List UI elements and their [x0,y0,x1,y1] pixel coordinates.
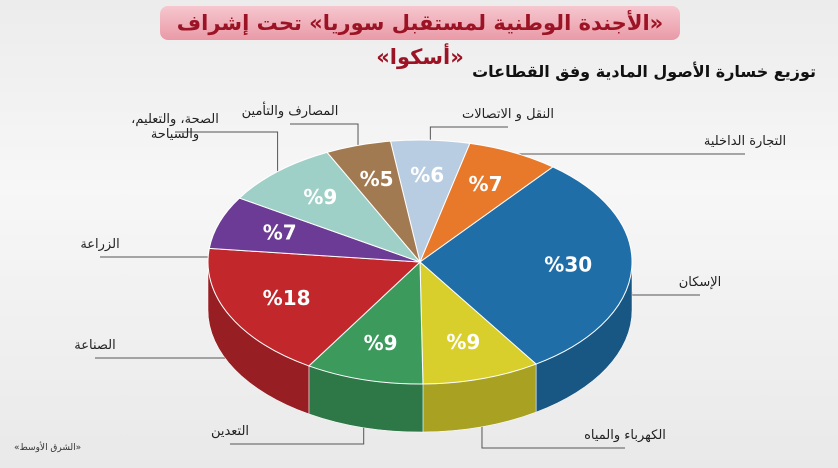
value-label: %5 [360,167,394,191]
value-label: %9 [364,331,398,355]
value-label: %7 [263,221,297,245]
leader-line [175,131,279,172]
category-label: المصارف والتأمين [241,104,339,119]
leader-line [429,126,508,141]
slice [307,260,424,385]
category-label: الإسكان [678,275,722,290]
slice [419,260,538,385]
leader-line [513,152,745,155]
value-label: %9 [446,330,480,354]
source: «الشرق الأوسط» [14,443,82,453]
title: «الأجندة الوطنية لمستقبل سوريا» تحت إشرا… [160,6,680,69]
category-label: النقل و الاتصالات [462,107,554,122]
value-label: %30 [544,253,592,277]
category-label: التعدين [210,424,250,439]
category-label: الصناعة [74,338,116,353]
value-label: %9 [303,185,337,209]
category-label: الزراعة [80,237,120,252]
leader-line [631,291,700,296]
subtitle: توزيع خسارة الأصول المادية وفق القطاعات [472,62,816,81]
category-label: الصحة، والتعليم، والسياحة [131,112,219,142]
category-label: الكهرباء والمياه [584,428,666,443]
value-label: %18 [263,286,311,310]
category-label: التجارة الداخلية [703,134,787,149]
slice [207,247,422,367]
leader-line [290,123,359,146]
slice [238,151,422,264]
slice [419,166,633,365]
value-label: %7 [469,172,503,196]
slice [326,140,421,263]
value-label: %6 [410,163,444,187]
